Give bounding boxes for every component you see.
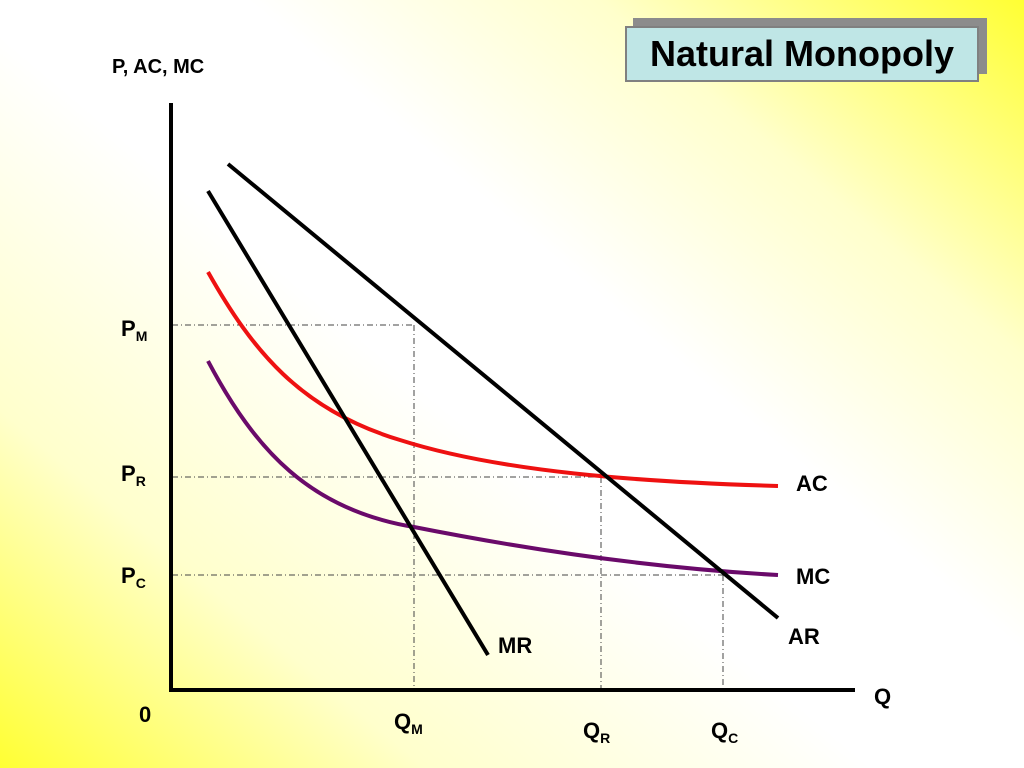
pc-label: PC — [121, 563, 146, 591]
pm-label: PM — [121, 316, 147, 344]
x-axis-label: Q — [874, 684, 891, 709]
title-box: Natural Monopoly — [625, 26, 979, 82]
ac-label: AC — [796, 471, 828, 496]
mc-curve — [206, 360, 779, 577]
mr-label: MR — [498, 633, 532, 658]
ar-label: AR — [788, 624, 820, 649]
mr-line — [206, 189, 490, 657]
pr-label: PR — [121, 461, 146, 489]
mc-label: MC — [796, 564, 830, 589]
y-axis-label: P, AC, MC — [112, 56, 204, 78]
ar-line — [226, 162, 780, 620]
chart-title: Natural Monopoly — [650, 33, 954, 74]
origin-label: 0 — [139, 702, 151, 727]
qr-label: QR — [583, 718, 610, 746]
qc-label: QC — [711, 718, 738, 746]
qm-label: QM — [394, 709, 423, 737]
ac-curve — [206, 271, 779, 488]
